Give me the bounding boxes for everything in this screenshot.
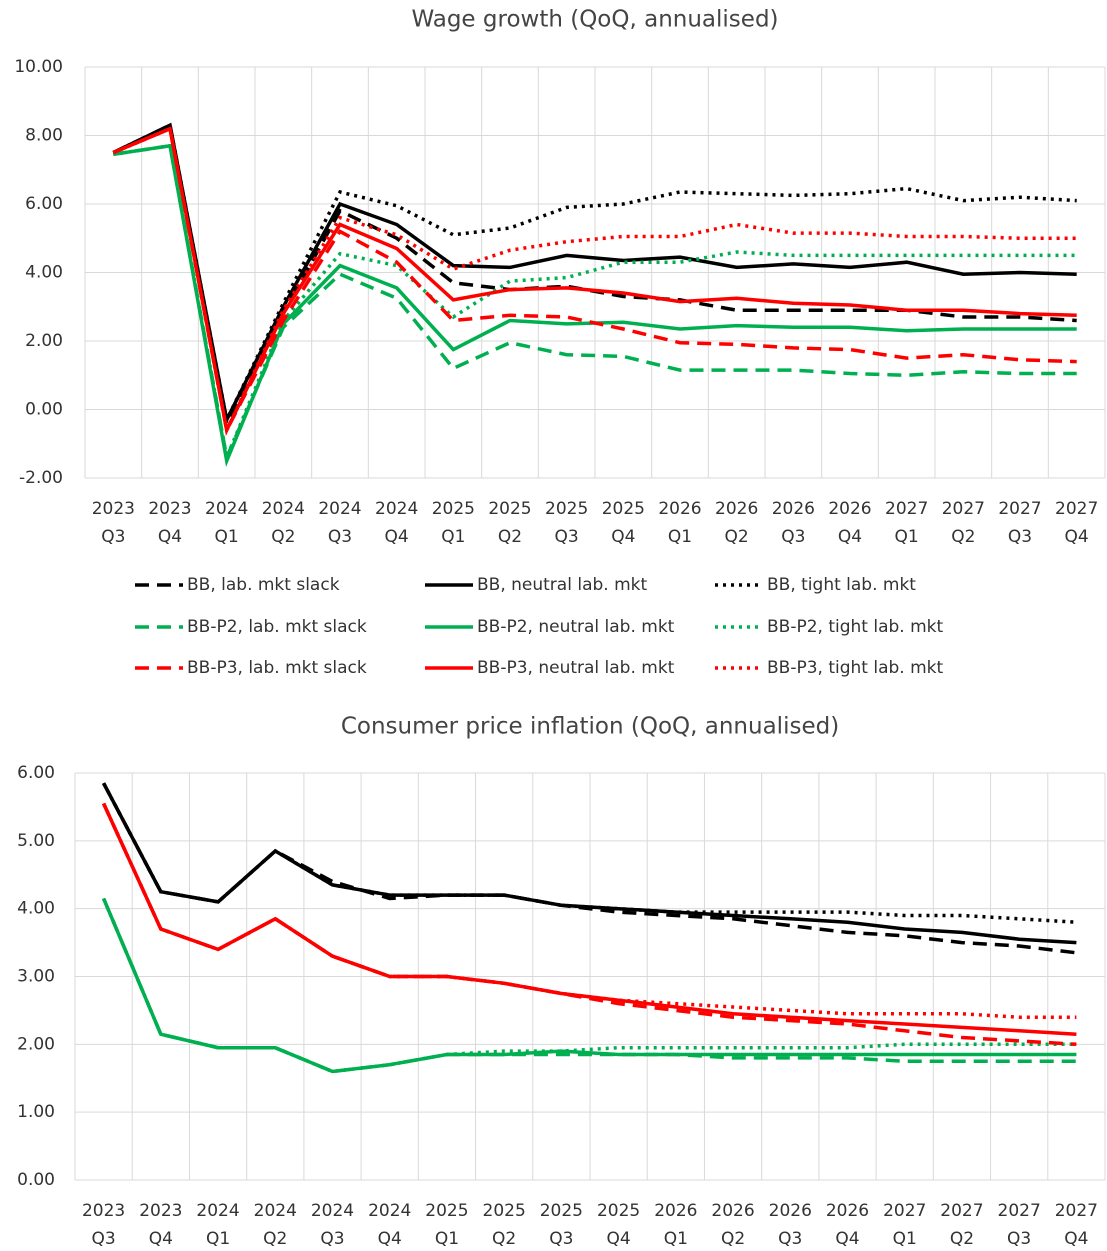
x-tick-label: 2027 Q4	[1054, 1201, 1098, 1249]
legend-label: BB, neutral lab. mkt	[477, 575, 647, 595]
y-tick-label: 3.00	[17, 967, 55, 987]
x-tick-label: 2025 Q2	[482, 1201, 526, 1249]
x-tick-label: 2027 Q4	[1055, 499, 1099, 547]
x-tick-label: 2027 Q3	[997, 1201, 1041, 1249]
x-tick-label: 2026 Q2	[711, 1201, 755, 1249]
legend-label: BB, lab. mkt slack	[187, 575, 340, 595]
chart-title: Wage growth (QoQ, annualised)	[411, 7, 778, 33]
series-line	[102, 802, 1077, 1019]
x-tick-label: 2027 Q2	[940, 1201, 984, 1249]
series-line	[112, 126, 1077, 436]
x-tick-label: 2025 Q2	[488, 499, 532, 547]
y-tick-label: 2.00	[17, 1034, 55, 1054]
x-tick-label: 2027 Q1	[883, 1201, 927, 1249]
series-line	[112, 122, 1077, 426]
x-tick-label: 2025 Q4	[596, 1201, 641, 1249]
x-tick-label: 2024 Q2	[261, 499, 305, 547]
x-tick-label: 2027 Q2	[941, 499, 985, 547]
series-line	[112, 126, 1077, 436]
legend-label: BB-P2, tight lab. mkt	[767, 617, 944, 637]
legend-label: BB-P3, lab. mkt slack	[187, 658, 367, 678]
x-tick-label: 2026 Q1	[654, 1201, 698, 1249]
legend-label: BB-P2, lab. mkt slack	[187, 617, 367, 637]
x-tick-label: 2024 Q2	[253, 1201, 297, 1249]
y-tick-label: 6.00	[17, 763, 55, 783]
x-tick-label: 2025 Q3	[539, 1201, 583, 1249]
x-tick-label: 2024 Q4	[368, 1201, 412, 1249]
x-tick-label: 2026 Q1	[658, 499, 702, 547]
chart-title: Consumer price inflation (QoQ, annualise…	[341, 714, 839, 740]
x-tick-label: 2024 Q4	[375, 499, 419, 547]
series-line	[113, 143, 1077, 464]
legend-label: BB, tight lab. mkt	[767, 575, 916, 595]
legend-label: BB-P3, neutral lab. mkt	[477, 658, 675, 678]
y-tick-label: 4.00	[17, 899, 55, 919]
x-tick-label: 2023 Q3	[81, 1201, 126, 1249]
x-tick-label: 2024 Q3	[318, 499, 362, 547]
x-tick-label: 2024 Q1	[205, 499, 249, 547]
x-tick-label: 2025 Q1	[425, 1201, 469, 1249]
series-line	[101, 897, 1077, 1074]
y-tick-label: 2.00	[25, 331, 63, 351]
x-tick-label: 2025 Q3	[545, 499, 589, 547]
y-tick-label: 4.00	[25, 263, 63, 283]
legend-label: BB-P3, tight lab. mkt	[767, 658, 944, 678]
y-tick-label: 0.00	[25, 400, 63, 420]
series-line	[112, 126, 1077, 436]
y-tick-label: 10.00	[14, 57, 63, 77]
series-line	[101, 897, 1077, 1074]
x-tick-label: 2027 Q3	[998, 499, 1042, 547]
x-tick-label: 2026 Q4	[825, 1201, 870, 1249]
y-tick-label: 6.00	[25, 194, 63, 214]
x-tick-label: 2026 Q4	[828, 499, 872, 547]
x-tick-label: 2024 Q1	[196, 1201, 240, 1249]
x-tick-label: 2025 Q1	[431, 499, 475, 547]
x-tick-label: 2026 Q2	[715, 499, 759, 547]
x-tick-label: 2026 Q3	[768, 1201, 812, 1249]
x-tick-label: 2025 Q4	[601, 499, 645, 547]
x-tick-label: 2023 Q3	[91, 499, 135, 547]
x-tick-label: 2024 Q3	[310, 1201, 355, 1249]
y-tick-label: 1.00	[17, 1102, 55, 1122]
y-tick-label: 8.00	[25, 126, 63, 146]
series-line	[102, 782, 1077, 945]
x-tick-label: 2023 Q4	[139, 1201, 183, 1249]
y-tick-label: -2.00	[19, 468, 63, 488]
legend-label: BB-P2, neutral lab. mkt	[477, 617, 675, 637]
x-tick-label: 2026 Q3	[771, 499, 815, 547]
y-tick-label: 5.00	[17, 831, 55, 851]
series-line	[112, 122, 1077, 426]
x-tick-label: 2023 Q4	[148, 499, 192, 547]
y-tick-label: 0.00	[17, 1170, 55, 1190]
x-tick-label: 2027 Q1	[885, 499, 929, 547]
